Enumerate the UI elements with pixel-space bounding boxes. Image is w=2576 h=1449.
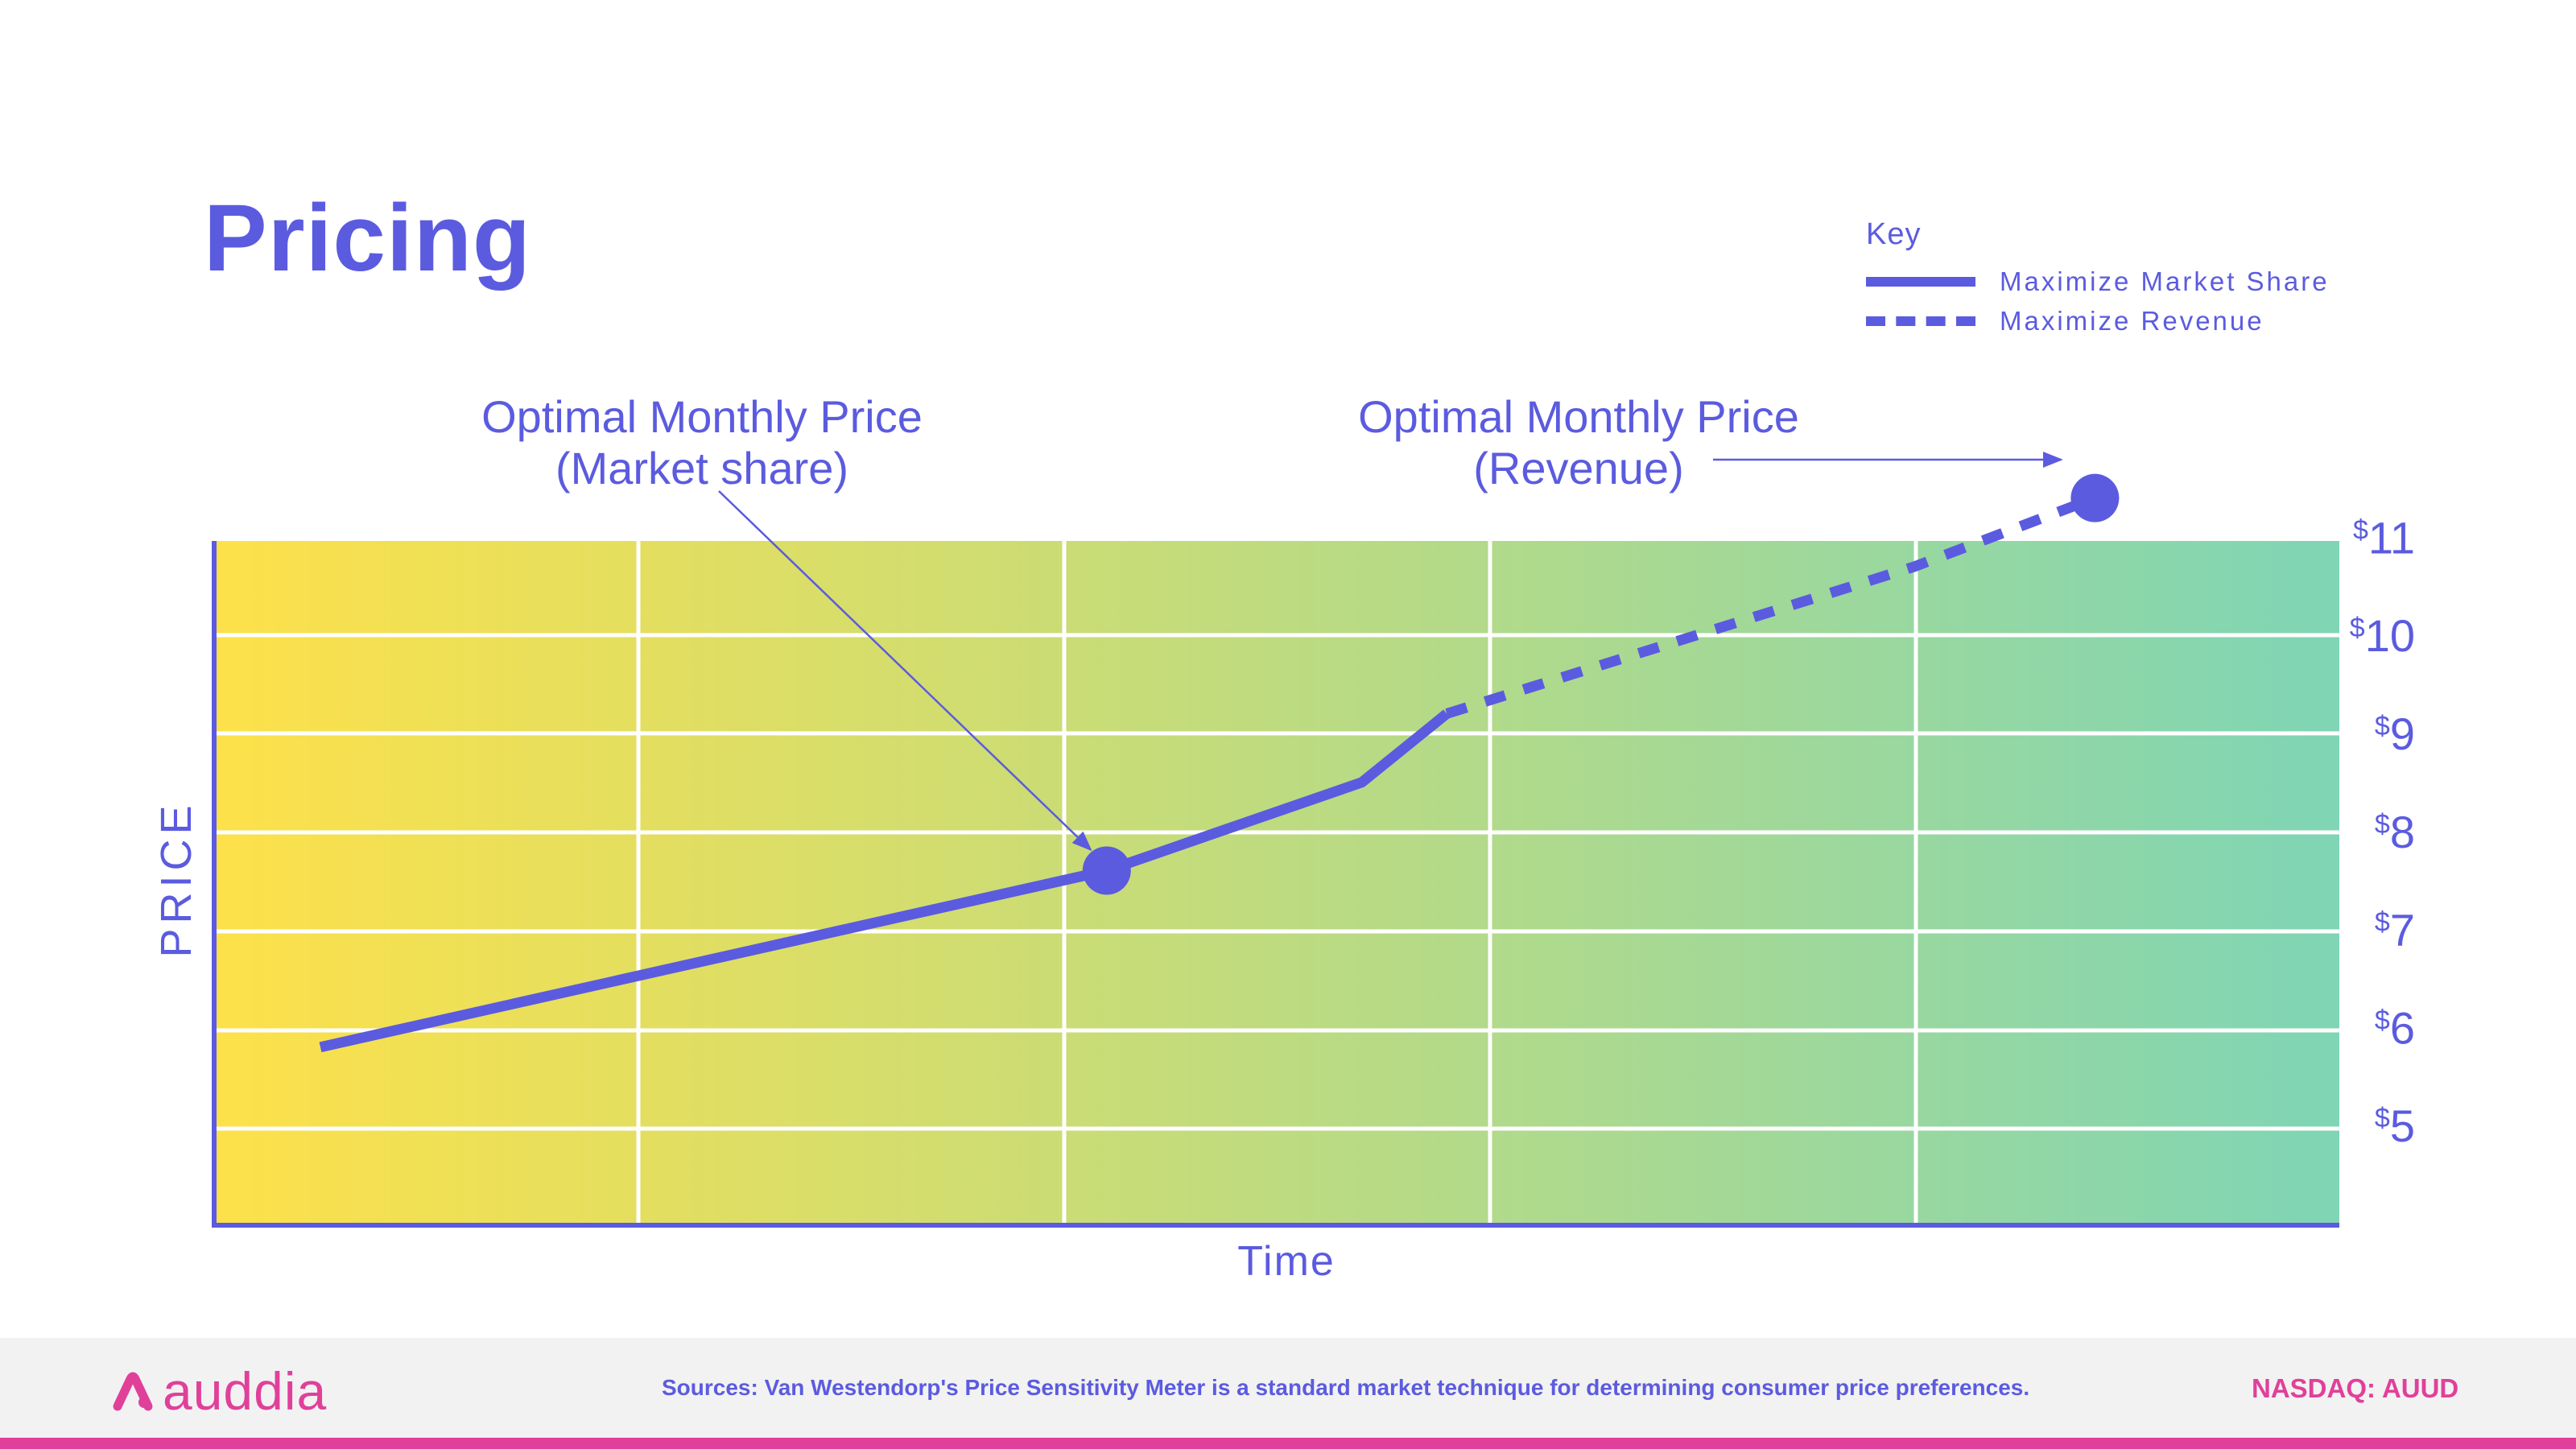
dashed-line-swatch (1866, 316, 1975, 326)
y-tick-label: $10 (2350, 610, 2415, 661)
revenue-line (1445, 493, 2097, 719)
legend-title: Key (1866, 217, 1922, 251)
x-axis-label: Time (1237, 1238, 1335, 1285)
y-tick-label: $5 (2375, 1100, 2415, 1151)
annotation-market-share-arrow (718, 490, 1092, 852)
market-share-line (319, 709, 1451, 1053)
y-tick-label: $8 (2375, 807, 2415, 857)
annotation-revenue-line1: Optimal Monthly Price (1358, 391, 1799, 442)
footer-accent-bar (0, 1438, 2576, 1449)
annotation-revenue-line2: (Revenue) (1473, 443, 1683, 493)
annotation-market-share-line1: Optimal Monthly Price (481, 391, 923, 442)
legend-item-market-share: Maximize Market Share (1866, 262, 2330, 301)
legend-label: Maximize Market Share (2000, 266, 2330, 296)
annotations: Optimal Monthly Price(Market share)Optim… (481, 391, 2063, 852)
y-tick-label: $7 (2375, 905, 2415, 956)
legend-label: Maximize Revenue (2000, 305, 2264, 336)
solid-line-swatch (1866, 276, 1975, 287)
chart-legend: Key Maximize Market Share Maximize Reven… (1866, 217, 2330, 341)
y-tick-label: $9 (2375, 708, 2415, 759)
revenue-optimal-point (2070, 473, 2120, 522)
y-tick-label: $11 (2353, 512, 2415, 563)
legend-item-revenue: Maximize Revenue (1866, 301, 2330, 341)
y-tick-label: $6 (2375, 1002, 2415, 1053)
y-tick-labels: $5 $6 $7 $8 $9 $10 $11 (2350, 512, 2415, 1151)
sources-note: Sources: Van Westendorp's Price Sensitiv… (662, 1375, 2030, 1400)
page-title: Pricing (204, 185, 531, 291)
plot-area (214, 541, 2339, 1224)
y-axis-label: PRICE (152, 800, 200, 957)
annotation-market-share-line2: (Market share) (555, 443, 848, 493)
auddia-logo: auddia (111, 1360, 327, 1422)
logo-text: auddia (163, 1361, 328, 1421)
series-group (319, 473, 2120, 1053)
market-share-optimal-point (1082, 846, 1131, 895)
price-chart: $5$6$7$8$9$10$11 Optimal Monthly Price(M… (152, 391, 2415, 1285)
footer (0, 1338, 2576, 1438)
stock-ticker: NASDAQ: AUUD (2252, 1373, 2459, 1403)
auddia-logo-icon (113, 1372, 153, 1411)
